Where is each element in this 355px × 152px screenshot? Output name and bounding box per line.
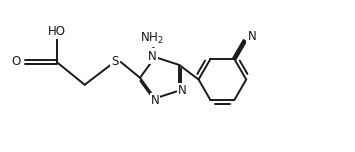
Text: HO: HO xyxy=(48,25,66,38)
Text: N: N xyxy=(151,94,159,107)
Text: NH$_2$: NH$_2$ xyxy=(140,31,163,46)
Text: S: S xyxy=(111,55,118,69)
Text: O: O xyxy=(12,55,21,69)
Text: N: N xyxy=(247,30,256,43)
Text: N: N xyxy=(178,84,186,97)
Text: N: N xyxy=(148,50,157,62)
